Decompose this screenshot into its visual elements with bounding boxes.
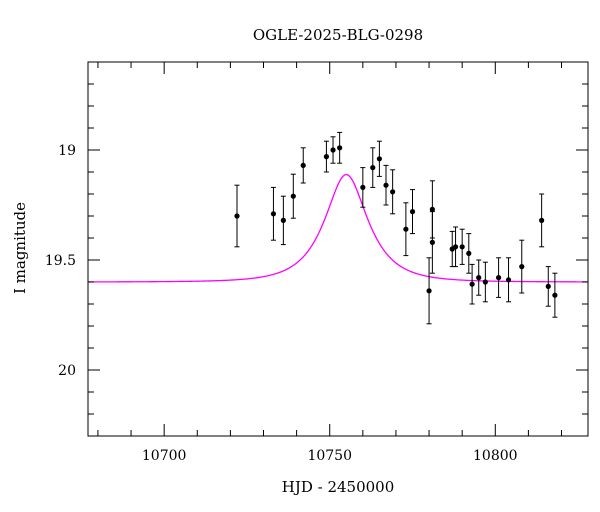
y-tick-label: 20 — [58, 363, 76, 379]
data-marker — [270, 211, 277, 217]
data-marker — [300, 162, 306, 168]
data-point — [337, 131, 343, 164]
data-marker — [383, 182, 389, 188]
x-tick-label: 10750 — [307, 448, 352, 464]
x-tick-label: 10800 — [473, 448, 518, 464]
data-point — [476, 259, 482, 296]
data-marker — [409, 209, 416, 215]
data-point — [409, 189, 416, 235]
data-point — [429, 180, 435, 239]
data-marker — [330, 147, 336, 153]
data-point — [552, 272, 558, 318]
data-point — [519, 239, 525, 294]
x-axis-label: HJD - 2450000 — [282, 478, 395, 496]
data-point — [426, 257, 432, 325]
data-point — [545, 266, 551, 307]
data-point — [495, 257, 502, 298]
axis-ticks: 10700 10750 10800 19 19.5 20 — [45, 61, 588, 464]
data-marker — [390, 189, 396, 195]
data-marker — [429, 206, 435, 212]
x-tick-label: 10700 — [142, 448, 187, 464]
data-marker — [505, 277, 512, 283]
data-marker — [376, 156, 382, 162]
data-point — [403, 202, 409, 257]
data-point — [360, 167, 366, 208]
data-marker — [337, 145, 343, 151]
data-point — [234, 184, 240, 248]
data-point — [505, 257, 512, 303]
data-point — [469, 263, 475, 305]
data-point — [270, 186, 277, 241]
plot-area — [87, 61, 589, 437]
data-point — [376, 140, 382, 177]
data-point — [459, 228, 465, 265]
data-marker — [466, 250, 472, 256]
data-marker — [495, 275, 502, 281]
data-point — [280, 195, 286, 246]
data-marker — [280, 217, 286, 223]
data-marker — [459, 244, 465, 250]
data-point — [466, 233, 472, 274]
data-point — [290, 173, 296, 219]
data-marker — [403, 226, 409, 232]
y-axis-label: I magnitude — [11, 202, 29, 294]
data-marker — [429, 239, 435, 245]
data-marker — [323, 154, 330, 160]
data-marker — [469, 281, 475, 287]
data-marker — [290, 193, 296, 199]
data-marker — [360, 184, 366, 190]
data-point — [482, 261, 488, 303]
plot-frame — [87, 61, 589, 437]
data-point — [383, 164, 389, 206]
data-marker — [426, 288, 432, 294]
data-point — [330, 136, 336, 164]
model-curve — [87, 173, 589, 283]
chart-title: OGLE-2025-BLG-0298 — [253, 26, 423, 44]
y-tick-label: 19.5 — [45, 253, 76, 269]
data-marker — [539, 217, 545, 223]
data-marker — [482, 279, 488, 285]
data-point — [390, 169, 396, 215]
model-curve-layer — [87, 173, 589, 283]
data-point — [452, 226, 459, 268]
data-point — [449, 230, 455, 268]
data-marker — [370, 165, 376, 171]
data-point — [300, 147, 306, 184]
y-tick-label: 19 — [58, 143, 76, 159]
data-marker — [476, 275, 482, 281]
data-point — [539, 193, 545, 248]
data-point — [323, 140, 330, 173]
data-point — [370, 147, 376, 188]
data-marker — [519, 264, 525, 270]
data-marker — [452, 244, 459, 250]
data-marker — [234, 213, 240, 219]
data-marker — [545, 283, 551, 289]
data-points-layer — [234, 131, 558, 325]
data-marker — [552, 292, 558, 298]
